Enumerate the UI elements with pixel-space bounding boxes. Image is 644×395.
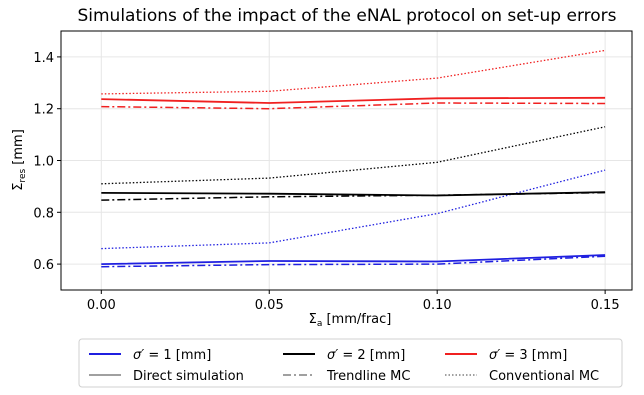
y-axis-label-subscript: res [18,169,28,183]
x-axis-label-subscript: a [317,319,323,329]
legend-sigma-unit: [mm] [528,348,568,363]
series-line-sigma1-dotted [101,169,606,250]
legend-label-sigma1: σ′ = 1 [mm] [133,348,211,363]
legend-label-sigma2: σ′ = 2 [mm] [327,348,405,363]
series-line-sigma1-solid [101,254,606,265]
y-tick-label: 1.4 [33,51,54,66]
legend-equals: = [338,348,357,363]
legend-sigma-symbol: σ′ [327,348,338,363]
series-line-sigma3-solid [101,96,606,104]
legend-label-conventional-mc: Conventional MC [489,369,599,384]
legend-label-sigma3: σ′ = 3 [mm] [489,348,567,363]
legend-sigma-value: 2 [357,348,365,363]
chart-title: Simulations of the impact of the eNAL pr… [77,6,616,26]
legend-sigma-value: 1 [163,348,171,363]
series-line-sigma3-dotted [101,49,606,95]
series-line-sigma2-dashdot [101,191,606,201]
legend-sigma-symbol: σ′ [133,348,144,363]
legend-box [78,338,623,388]
legend-sigma-unit: [mm] [172,348,212,363]
y-tick-label: 0.8 [33,206,54,221]
x-tick-label: 0.10 [423,298,452,313]
y-axis-label-unit: [mm] [11,129,26,169]
grid-lines [61,31,632,290]
series-line-sigma3-dashdot [101,102,606,110]
legend-equals: = [500,348,519,363]
y-tick-label: 1.0 [33,155,54,170]
x-axis-label-symbol: Σ [309,312,317,327]
series-line-sigma2-dotted [101,126,606,185]
x-axis-label-unit: [mm/frac] [322,312,391,327]
y-tick-label: 1.2 [33,103,54,118]
y-axis-label-symbol: Σ [11,183,26,191]
axis-ticks: 0.00 0.05 0.10 0.15 0.6 0.8 1.0 1.2 1.4 [33,51,619,313]
series-line-sigma1-dashdot [101,255,606,268]
legend: σ′ = 1 [mm] σ′ = 2 [mm] σ′ = 3 [mm] Dire… [78,338,623,388]
x-tick-label: 0.15 [591,298,620,313]
legend-label-trendline-mc: Trendline MC [326,369,410,384]
legend-equals: = [144,348,163,363]
y-tick-label: 0.6 [33,258,54,273]
y-axis-label: Σres [mm] [11,129,28,191]
legend-sigma-symbol: σ′ [489,348,500,363]
x-tick-label: 0.05 [255,298,284,313]
x-axis-label: Σa [mm/frac] [309,312,392,329]
legend-sigma-value: 3 [519,348,527,363]
series-lines [101,49,606,268]
legend-sigma-unit: [mm] [366,348,406,363]
legend-label-direct-simulation: Direct simulation [133,369,244,384]
x-tick-label: 0.00 [87,298,116,313]
